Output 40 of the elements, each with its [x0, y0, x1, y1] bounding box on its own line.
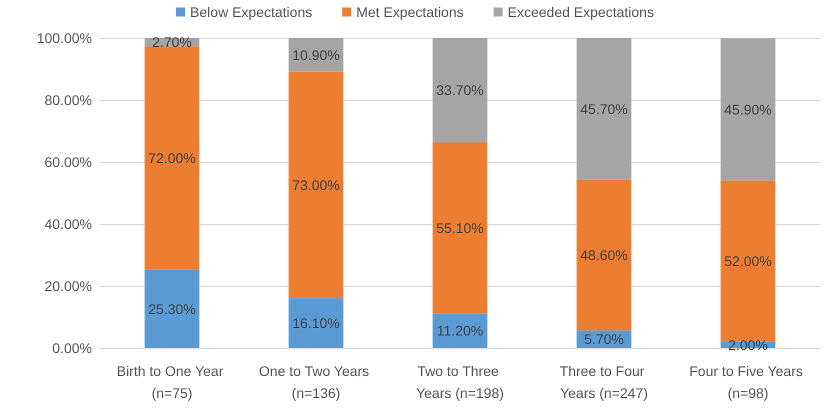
legend-label: Exceeded Expectations [508, 4, 654, 20]
bar [576, 180, 632, 330]
data-label: 52.00% [724, 253, 772, 270]
bar [720, 180, 776, 342]
bar [288, 38, 344, 72]
bar [720, 38, 776, 181]
data-label: 73.00% [292, 176, 340, 193]
bar [432, 313, 488, 348]
y-tick-label: 60.00% [44, 154, 92, 170]
x-tick-label: Three to Four Years (n=247) [560, 363, 648, 401]
x-tick-label: Four to Five Years (n=98) [689, 363, 807, 401]
data-label: 55.10% [436, 220, 484, 236]
data-label: 45.90% [724, 101, 772, 118]
data-label: 10.90% [292, 46, 340, 63]
bar [144, 46, 200, 270]
bar [432, 38, 488, 142]
data-label: 72.00% [148, 150, 196, 166]
y-tick-label: 40.00% [44, 216, 92, 232]
data-label: 11.20% [436, 322, 484, 339]
data-label: 16.10% [292, 315, 340, 332]
bar [432, 142, 488, 314]
data-label: 48.60% [580, 247, 628, 263]
x-tick-label: Birth to One Year (n=75) [116, 363, 228, 401]
y-tick-label: 20.00% [44, 278, 92, 294]
y-tick-label: 80.00% [44, 92, 92, 108]
bar [288, 72, 344, 298]
x-tick-label: One to Two Years (n=136) [258, 363, 374, 401]
data-label: 25.30% [148, 300, 196, 317]
data-label: 2.70% [152, 34, 192, 50]
y-tick-label: 0.00% [52, 340, 92, 356]
bar [288, 298, 344, 348]
legend-label: Met Expectations [356, 4, 464, 20]
data-label: 5.70% [584, 331, 624, 348]
bar [144, 270, 200, 348]
x-tick-label: Two to Three Years (n=198) [416, 363, 504, 401]
legend-label: Below Expectations [190, 4, 312, 20]
bar [576, 38, 632, 180]
data-label: 45.70% [580, 100, 628, 117]
data-label: 33.70% [436, 82, 484, 98]
y-tick-label: 100.00% [36, 30, 92, 46]
